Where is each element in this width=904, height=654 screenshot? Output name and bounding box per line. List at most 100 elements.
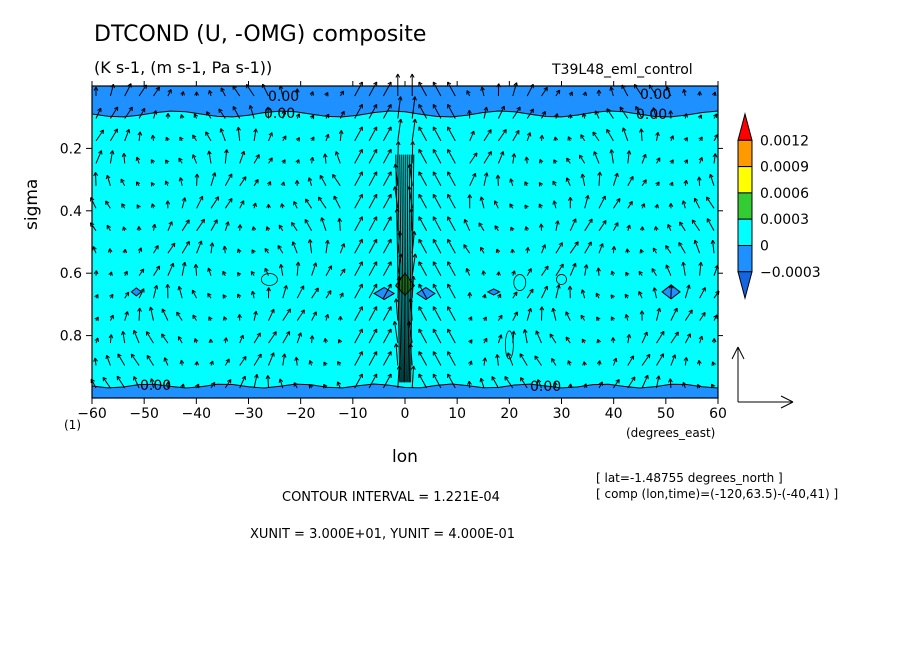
wind-vector bbox=[447, 104, 456, 119]
wind-vector bbox=[497, 174, 499, 186]
wind-vector bbox=[612, 358, 617, 366]
wind-vector-head bbox=[656, 157, 661, 162]
wind-vector-head bbox=[597, 171, 603, 176]
wind-vector bbox=[354, 104, 363, 119]
wind-vector bbox=[627, 334, 630, 344]
wind-vector bbox=[94, 357, 97, 366]
wind-vector-head bbox=[358, 216, 363, 221]
wind-vector-head bbox=[510, 226, 515, 232]
wind-vector-head bbox=[336, 381, 341, 386]
wind-vector-head bbox=[511, 270, 516, 275]
wind-vector-head bbox=[552, 180, 557, 186]
wind-vector bbox=[382, 81, 392, 97]
wind-vector-head bbox=[524, 226, 530, 231]
wind-vector bbox=[641, 154, 647, 164]
wind-vector-head bbox=[412, 96, 417, 101]
wind-vector-head bbox=[482, 316, 487, 322]
wind-vector-head bbox=[358, 81, 363, 86]
wind-vector-head bbox=[606, 108, 611, 113]
wind-vector-head bbox=[200, 218, 205, 224]
wind-vector bbox=[665, 86, 672, 97]
wind-vector-head bbox=[480, 86, 485, 92]
wind-vector-head bbox=[447, 306, 452, 311]
wind-vector-head bbox=[337, 217, 343, 223]
wind-vector bbox=[138, 84, 147, 97]
wind-vector-head bbox=[580, 173, 586, 178]
wind-vector bbox=[432, 216, 442, 232]
wind-vector bbox=[555, 89, 561, 97]
wind-vector-head bbox=[412, 118, 418, 124]
wind-vector bbox=[592, 131, 600, 142]
wind-vector bbox=[432, 104, 442, 119]
wind-vector-head bbox=[141, 107, 146, 113]
wind-vector-head bbox=[566, 157, 571, 163]
wind-vector-head bbox=[556, 284, 561, 289]
wind-vector-head bbox=[653, 226, 659, 231]
wind-vector bbox=[109, 128, 118, 142]
wind-vector-head bbox=[109, 293, 114, 299]
wind-vector bbox=[534, 355, 542, 366]
wind-vector bbox=[291, 222, 298, 232]
wind-vector-head bbox=[580, 134, 585, 139]
wind-vector-head bbox=[551, 307, 556, 313]
wind-vector-head bbox=[418, 216, 423, 221]
wind-vector-head bbox=[387, 103, 392, 109]
wind-vector-head bbox=[596, 316, 601, 322]
wind-vector bbox=[491, 376, 499, 389]
wind-vector-head bbox=[467, 109, 472, 115]
wind-vector bbox=[432, 283, 442, 299]
x-axis-unit: (degrees_east) bbox=[626, 426, 716, 440]
wind-vector-head bbox=[629, 355, 635, 360]
wind-vector-head bbox=[616, 198, 621, 203]
wind-vector bbox=[109, 334, 112, 344]
wind-vector bbox=[268, 352, 275, 366]
wind-vector bbox=[282, 331, 291, 344]
wind-vector bbox=[133, 376, 140, 389]
wind-vector-head bbox=[358, 193, 363, 199]
wind-vector bbox=[354, 149, 363, 164]
wind-vector-head bbox=[683, 159, 688, 164]
wind-vector bbox=[253, 353, 262, 366]
wind-vector bbox=[712, 240, 715, 254]
wind-vector-head bbox=[228, 173, 233, 178]
wind-vector bbox=[106, 175, 111, 186]
wind-vector-head bbox=[358, 351, 363, 356]
wind-vector-head bbox=[567, 196, 573, 201]
wind-vector-head bbox=[387, 126, 392, 131]
wind-vector-head bbox=[373, 193, 378, 199]
wind-vector bbox=[224, 221, 229, 231]
wind-vector-head bbox=[185, 219, 190, 224]
wind-vector-head bbox=[596, 360, 602, 365]
wind-vector bbox=[268, 331, 277, 344]
wind-vector-head bbox=[332, 173, 337, 179]
wind-vector-head bbox=[295, 159, 300, 164]
negative-blob bbox=[415, 286, 436, 301]
wind-vector bbox=[418, 283, 428, 299]
wind-vector-head bbox=[418, 351, 423, 356]
wind-vector-head bbox=[679, 221, 684, 227]
wind-vector-head bbox=[611, 246, 617, 251]
latitude-info: [ lat=-1.48755 degrees_north ] bbox=[596, 471, 783, 485]
wind-vector bbox=[164, 357, 169, 366]
run-name: T39L48_eml_control bbox=[552, 62, 693, 78]
wind-vector-head bbox=[592, 131, 597, 137]
wind-vector-head bbox=[482, 357, 488, 362]
wind-vector-head bbox=[693, 239, 699, 245]
wind-vector-head bbox=[487, 150, 492, 156]
wind-vector-head bbox=[148, 306, 154, 311]
wind-vector bbox=[432, 373, 442, 389]
wind-vector-head bbox=[340, 110, 345, 116]
wind-vector-head bbox=[494, 200, 499, 205]
wind-vector bbox=[699, 287, 706, 299]
wind-vector-head bbox=[447, 373, 452, 378]
wind-vector bbox=[106, 355, 111, 366]
wind-vector bbox=[368, 351, 378, 366]
wind-vector bbox=[641, 331, 648, 344]
wind-vector-head bbox=[652, 247, 658, 253]
wind-vector-head bbox=[432, 126, 437, 131]
wind-vector-head bbox=[327, 265, 333, 270]
wind-vector-head bbox=[339, 90, 345, 96]
wind-vector-head bbox=[625, 248, 630, 253]
wind-vector-head bbox=[482, 293, 487, 299]
wind-vector-head bbox=[487, 129, 492, 134]
